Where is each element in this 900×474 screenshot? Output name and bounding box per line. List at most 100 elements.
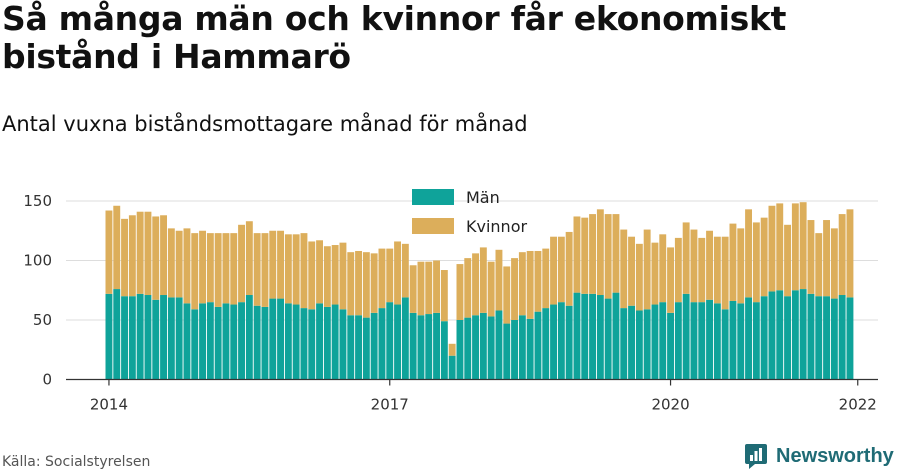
bar-man xyxy=(401,297,409,380)
bar-woman xyxy=(581,217,589,294)
bar-man xyxy=(534,311,542,380)
bar-man xyxy=(183,303,191,380)
bar-woman xyxy=(573,216,581,293)
bar-man xyxy=(113,289,121,380)
bar-man xyxy=(807,293,815,380)
bar-woman xyxy=(245,221,253,296)
bar-man xyxy=(175,297,183,380)
legend-label: Män xyxy=(466,188,500,207)
legend-swatch xyxy=(412,189,454,205)
newsworthy-logo-icon xyxy=(745,444,767,469)
bar-woman xyxy=(316,240,323,304)
bar-man xyxy=(152,299,160,380)
bar-man xyxy=(503,323,511,380)
bar-man xyxy=(581,293,589,380)
bar-man xyxy=(472,315,479,380)
bar-man xyxy=(776,290,784,380)
bar-woman xyxy=(815,233,823,297)
bar-woman xyxy=(191,233,199,310)
bar-man xyxy=(682,293,690,380)
bar-woman xyxy=(214,233,222,307)
bar-woman xyxy=(495,249,503,311)
bar-man xyxy=(791,290,799,380)
bar-woman xyxy=(612,214,620,293)
bar-man xyxy=(316,303,323,380)
bar-man xyxy=(620,308,628,380)
bar-woman xyxy=(456,264,464,320)
bar-woman xyxy=(175,230,183,298)
bar-man xyxy=(355,315,362,380)
bar-woman xyxy=(721,236,729,310)
bar-woman xyxy=(737,228,745,304)
bar-man xyxy=(284,303,292,380)
y-tick-label: 100 xyxy=(23,252,52,270)
bar-man xyxy=(729,300,737,380)
bar-man xyxy=(721,309,729,380)
bar-woman xyxy=(425,261,433,315)
source-note: Källa: Socialstyrelsen xyxy=(2,454,151,470)
legend-label: Kvinnor xyxy=(466,217,527,236)
bar-woman xyxy=(557,236,565,303)
bar-man xyxy=(823,296,830,380)
bar-woman xyxy=(160,215,167,296)
bar-man xyxy=(557,302,565,380)
bar-woman xyxy=(752,222,760,303)
bar-man xyxy=(136,293,144,380)
bar-man xyxy=(277,298,284,380)
bar-woman xyxy=(355,250,362,316)
bar-man xyxy=(815,296,823,380)
bar-woman xyxy=(799,202,807,290)
page-subtitle: Antal vuxna biståndsmottagare månad för … xyxy=(2,112,528,136)
bar-man xyxy=(838,295,846,380)
bar-woman xyxy=(791,203,799,291)
bar-woman xyxy=(503,266,511,324)
bar-woman xyxy=(674,237,682,303)
y-tick-label: 150 xyxy=(23,192,52,210)
bar-man xyxy=(128,296,136,380)
x-tick-label: 2014 xyxy=(90,396,128,414)
bar-woman xyxy=(784,224,791,297)
bar-man xyxy=(386,302,394,380)
x-tick-label: 2017 xyxy=(371,396,409,414)
bar-woman xyxy=(378,248,386,309)
bar-woman xyxy=(643,229,651,310)
bar-woman xyxy=(448,343,456,356)
bar-woman xyxy=(518,252,526,316)
bar-woman xyxy=(331,245,339,305)
bar-woman xyxy=(206,233,214,303)
bar-man xyxy=(253,305,261,380)
bar-man xyxy=(752,302,760,380)
bar-woman xyxy=(401,243,409,298)
x-tick-label: 2022 xyxy=(839,396,877,414)
bar-man xyxy=(292,304,300,380)
bar-man xyxy=(464,317,472,380)
bar-man xyxy=(542,308,550,380)
bar-woman xyxy=(370,253,378,313)
bar-woman xyxy=(440,270,448,322)
y-tick-label: 50 xyxy=(33,311,52,329)
bar-man xyxy=(323,306,331,380)
bar-man xyxy=(635,310,643,380)
bar-woman xyxy=(776,203,784,291)
bar-woman xyxy=(830,228,838,299)
bar-man xyxy=(269,298,277,380)
bar-woman xyxy=(238,224,245,303)
bar-woman xyxy=(706,230,713,300)
bar-woman xyxy=(253,233,261,306)
bar-woman xyxy=(261,233,269,307)
bar-man xyxy=(144,295,152,380)
bar-man xyxy=(425,314,433,380)
bar-woman xyxy=(121,218,128,297)
bar-woman xyxy=(386,248,394,303)
bar-man xyxy=(347,315,355,380)
bar-man xyxy=(698,302,706,380)
bar-woman xyxy=(323,246,331,307)
bar-woman xyxy=(464,258,472,318)
bar-man xyxy=(160,295,167,380)
bar-woman xyxy=(144,211,152,296)
bar-woman xyxy=(277,230,284,299)
bar-man xyxy=(245,295,253,380)
bar-man xyxy=(784,296,791,380)
bar-woman xyxy=(745,209,752,298)
bar-woman xyxy=(136,211,144,294)
